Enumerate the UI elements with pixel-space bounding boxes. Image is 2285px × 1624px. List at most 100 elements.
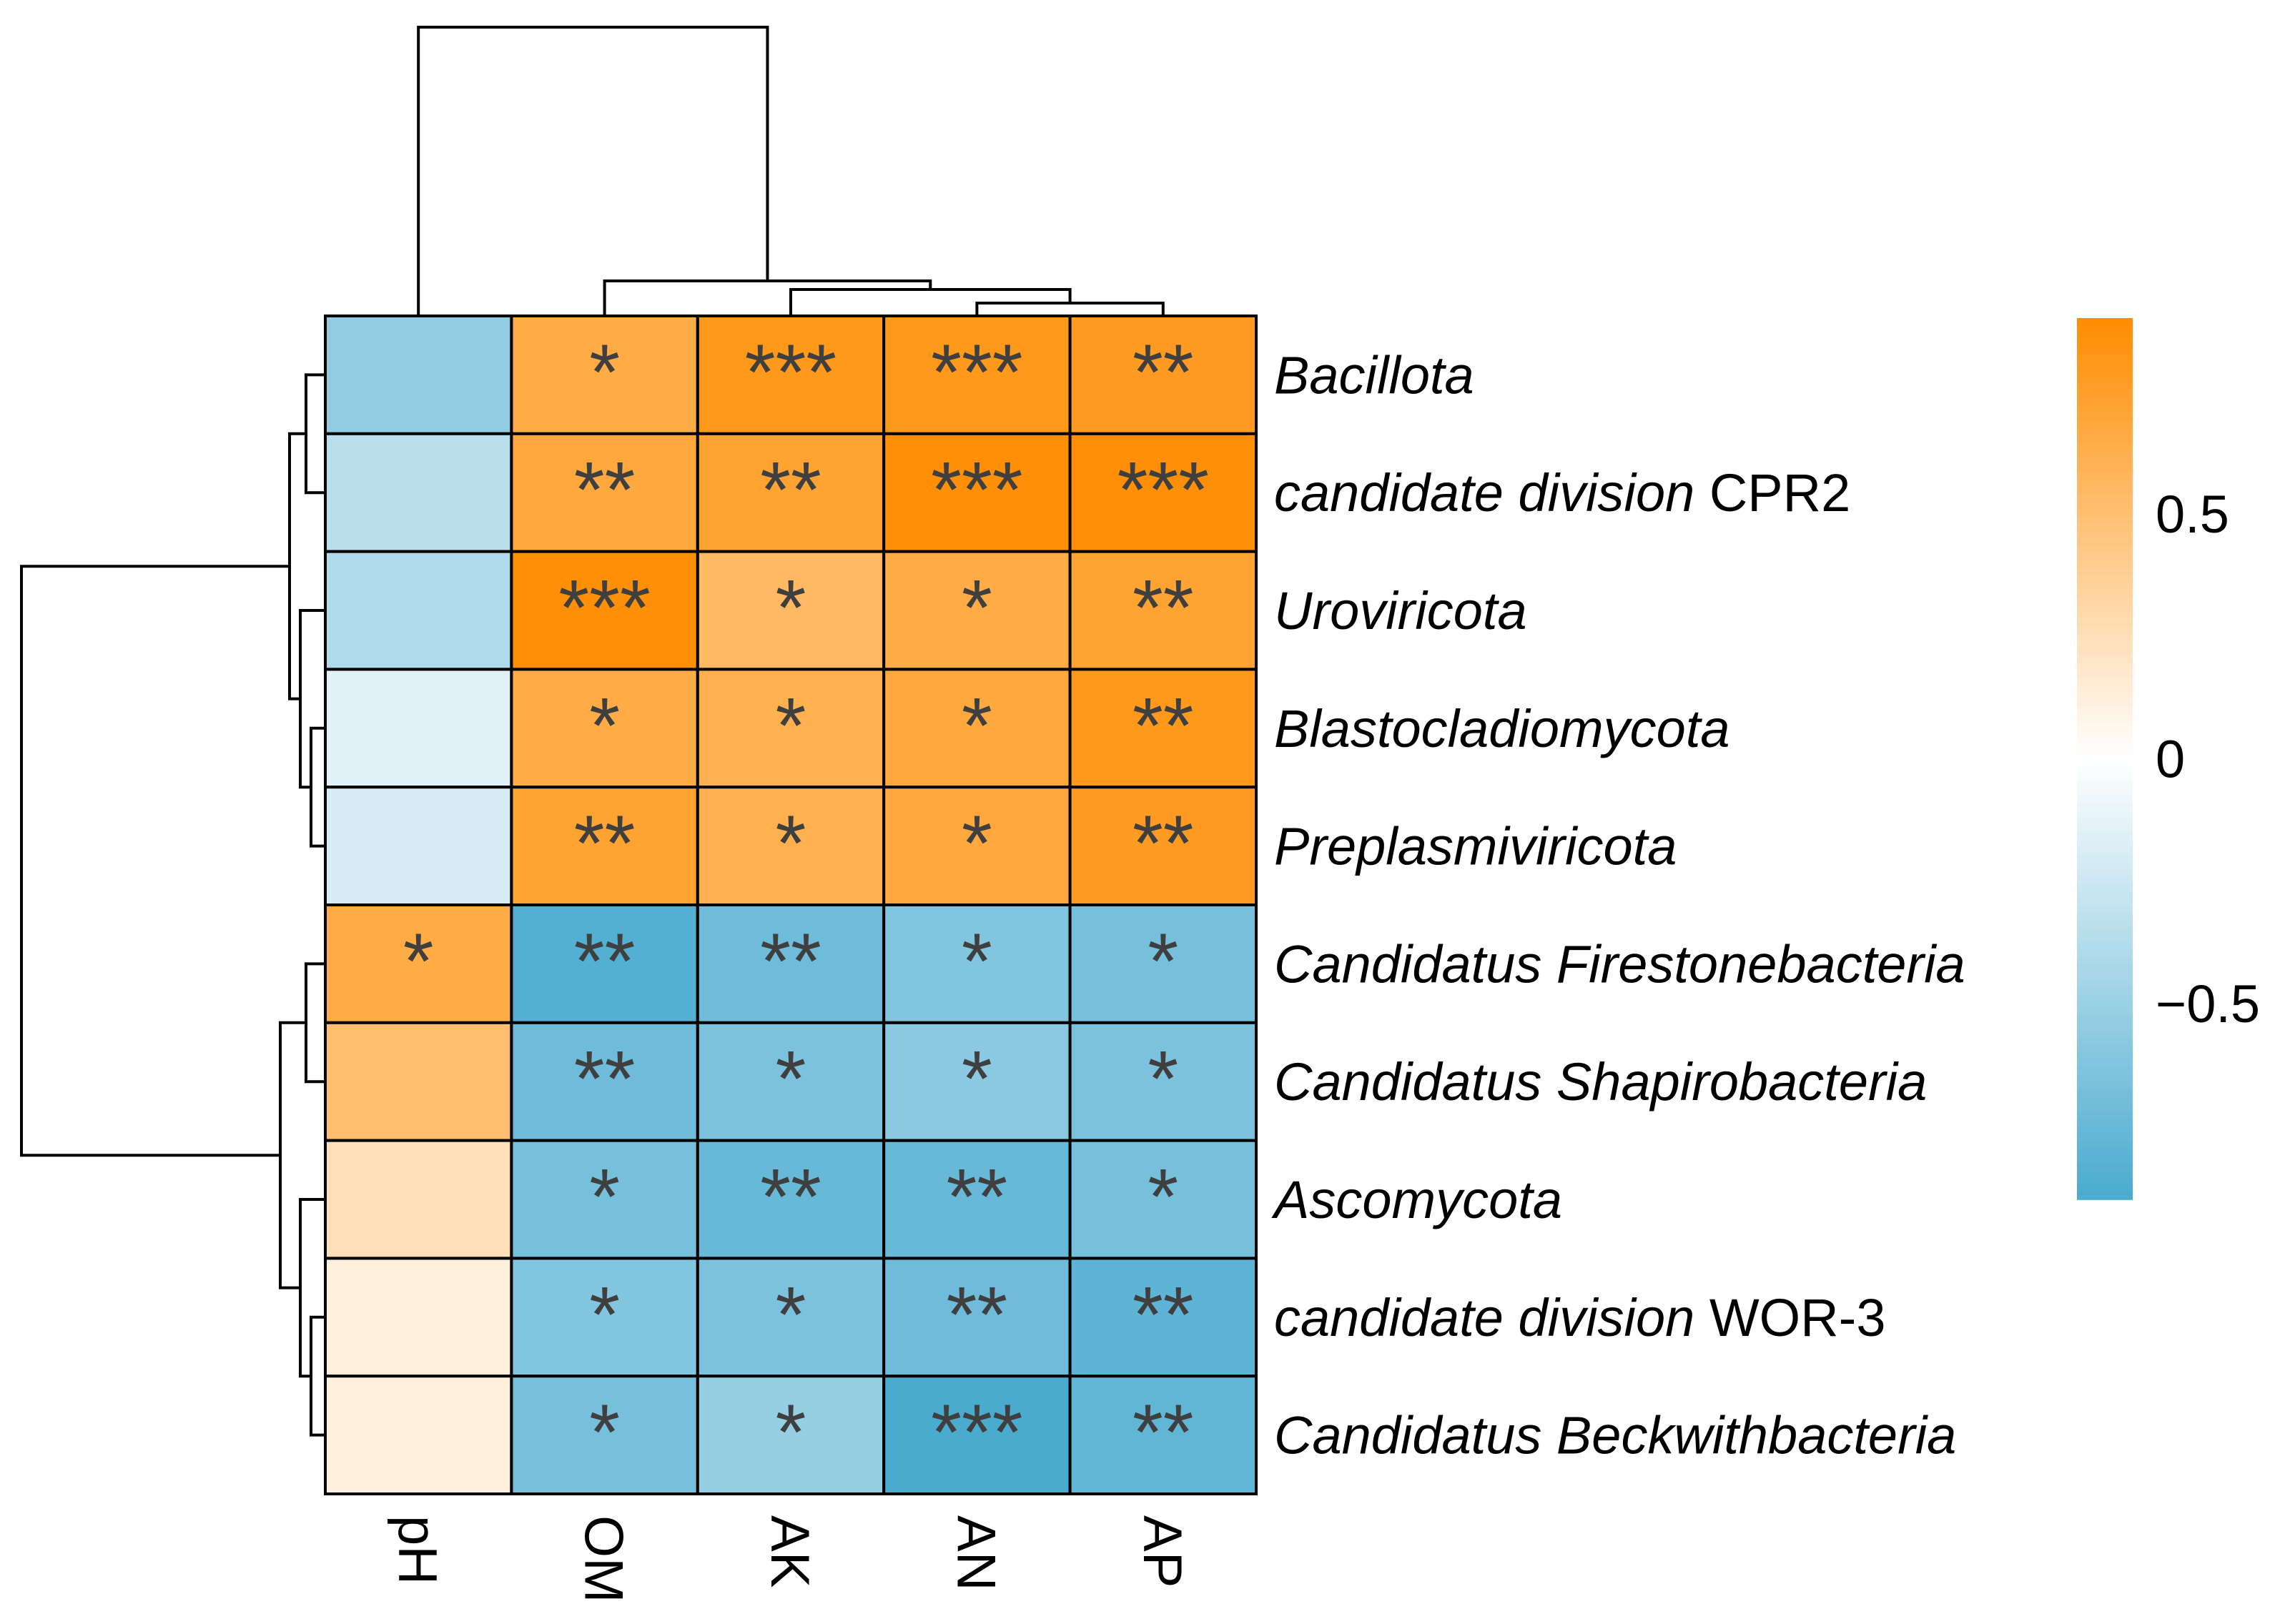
legend-gradient-step xyxy=(2077,450,2133,459)
significance-label: * xyxy=(589,328,620,416)
legend-gradient-step xyxy=(2077,876,2133,884)
legend-gradient-step xyxy=(2077,824,2133,833)
heatmap-cell xyxy=(324,1021,513,1142)
legend-gradient-step xyxy=(2077,612,2133,620)
significance-label: ** xyxy=(1132,1271,1194,1359)
legend-gradient-step xyxy=(2077,582,2133,590)
legend-gradient-step xyxy=(2077,428,2133,437)
legend-gradient-step xyxy=(2077,663,2133,671)
legend-gradient-step xyxy=(2077,839,2133,848)
significance-label: ** xyxy=(1132,564,1194,652)
heatmap-cell xyxy=(696,1139,886,1260)
heatmap-cell xyxy=(1068,786,1258,906)
significance-marks: * *** *** **** ** *** ****** * * *** * * **** * * *** **… xyxy=(403,328,1209,1476)
legend-gradient-step xyxy=(2077,685,2133,693)
legend-gradient-step xyxy=(2077,516,2133,525)
heatmap-cell xyxy=(324,668,513,789)
legend-gradient-step xyxy=(2077,377,2133,385)
legend-gradient-step xyxy=(2077,1081,2133,1090)
heatmap-cell xyxy=(882,550,1072,671)
legend-gradient-step xyxy=(2077,1008,2133,1016)
legend-gradient-step xyxy=(2077,758,2133,767)
significance-label: * xyxy=(776,1035,806,1123)
legend-gradient-step xyxy=(2077,700,2133,708)
legend-gradient-step xyxy=(2077,729,2133,738)
legend-gradient-step xyxy=(2077,1023,2133,1031)
significance-label: * xyxy=(962,682,992,770)
legend-gradient-step xyxy=(2077,942,2133,951)
significance-label: * xyxy=(589,1389,620,1477)
dendrogram-branch xyxy=(975,302,1165,316)
row-label: Preplasmiviricota xyxy=(1274,817,1677,876)
legend-gradient-step xyxy=(2077,530,2133,540)
heatmap-cell xyxy=(882,432,1072,553)
legend-gradient-step xyxy=(2077,1162,2133,1171)
legend-gradient-step xyxy=(2077,868,2133,877)
row-dendrogram xyxy=(20,373,325,1437)
legend-gradient-step xyxy=(2077,501,2133,510)
legend-gradient-step xyxy=(2077,590,2133,598)
legend-gradient-step xyxy=(2077,399,2133,407)
legend-gradient-step xyxy=(2077,568,2133,576)
significance-label: * xyxy=(776,564,806,652)
legend-gradient-step xyxy=(2077,465,2133,473)
legend-gradient-step xyxy=(2077,986,2133,995)
heatmap-cell xyxy=(510,903,699,1024)
legend-gradient-step xyxy=(2077,318,2133,327)
legend-gradient-step xyxy=(2077,1074,2133,1083)
legend-gradient-step xyxy=(2077,332,2133,341)
heatmap-cell xyxy=(1068,1375,1258,1495)
row-labels: Bacillota candidate division CPR2 Uroviric… xyxy=(1271,345,1965,1465)
legend-gradient-step xyxy=(2077,641,2133,650)
legend-gradient-step xyxy=(2077,1001,2133,1009)
legend-gradient-step xyxy=(2077,1118,2133,1127)
legend-tick-label: 0 xyxy=(2156,730,2185,789)
significance-label: ** xyxy=(1132,800,1194,888)
heatmap-cell xyxy=(1068,315,1258,435)
legend-gradient-step xyxy=(2077,736,2133,745)
legend-gradient-step xyxy=(2077,722,2133,731)
heatmap-cell xyxy=(1068,432,1258,553)
legend-gradient-step xyxy=(2077,457,2133,466)
legend-gradient-step xyxy=(2077,347,2133,356)
heatmap-cell xyxy=(696,1375,886,1495)
row-label: Ascomycota xyxy=(1271,1170,1562,1229)
legend-gradient-step xyxy=(2077,1037,2133,1046)
legend-gradient-step xyxy=(2077,626,2133,635)
significance-label: * xyxy=(403,917,434,1005)
legend-gradient-step xyxy=(2077,766,2133,774)
legend-gradient-step xyxy=(2077,670,2133,679)
column-labels: pH OM AK AN AP xyxy=(387,1515,1193,1603)
legend-gradient-step xyxy=(2077,773,2133,782)
legend-gradient-step xyxy=(2077,575,2133,583)
significance-label: * xyxy=(962,1035,992,1123)
legend-tick-label: −0.5 xyxy=(2156,974,2260,1034)
legend-gradient-step xyxy=(2077,920,2133,929)
significance-label: *** xyxy=(931,1389,1022,1477)
legend-gradient-step xyxy=(2077,751,2133,760)
legend-gradient-step xyxy=(2077,553,2133,561)
legend-gradient-step xyxy=(2077,693,2133,701)
legend-gradient-step xyxy=(2077,1148,2133,1157)
legend-gradient-step xyxy=(2077,538,2133,547)
significance-label: ** xyxy=(947,1271,1008,1359)
legend-gradient-step xyxy=(2077,597,2133,605)
significance-label: ** xyxy=(1132,682,1194,770)
legend-gradient-step xyxy=(2077,1177,2133,1186)
legend-gradient-step xyxy=(2077,1133,2133,1142)
legend-gradient-step xyxy=(2077,435,2133,444)
legend-gradient-step xyxy=(2077,1059,2133,1068)
legend-gradient-step xyxy=(2077,1030,2133,1039)
legend-gradient-step xyxy=(2077,604,2133,613)
legend-gradient-step xyxy=(2077,956,2133,965)
significance-label: * xyxy=(1148,917,1178,1005)
heatmap-cell xyxy=(882,786,1072,906)
significance-label: * xyxy=(776,800,806,888)
legend-gradient-step xyxy=(2077,362,2133,370)
significance-label: * xyxy=(776,682,806,770)
dendrogram-branch xyxy=(299,1198,325,1378)
significance-label: ** xyxy=(574,1035,636,1123)
legend-gradient-step xyxy=(2077,979,2133,987)
significance-label: ** xyxy=(760,446,821,534)
